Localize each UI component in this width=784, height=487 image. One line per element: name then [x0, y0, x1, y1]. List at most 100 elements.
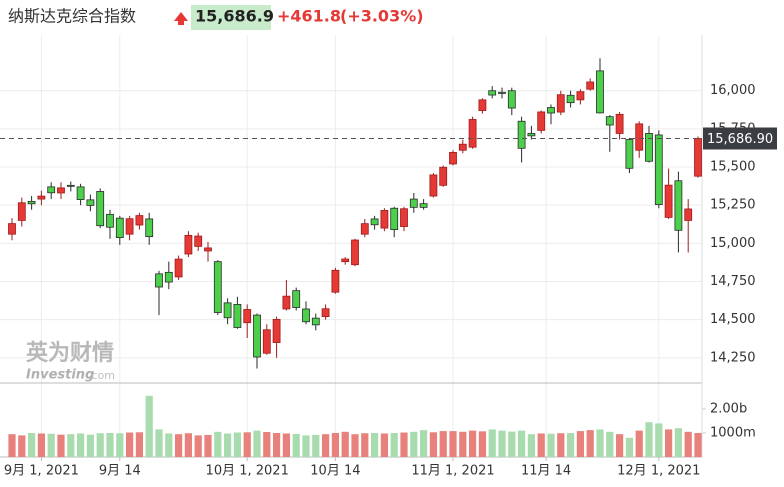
y-tick-label: 15,250: [710, 198, 756, 213]
candle-body: [645, 133, 653, 162]
header-change-percent: (+3.03%): [340, 7, 424, 26]
candle-body: [223, 302, 232, 319]
candle-body: [498, 91, 506, 94]
candle-body: [684, 208, 693, 221]
volume-bar: [116, 433, 124, 457]
candle-body: [311, 317, 320, 326]
header-price: 15,686.9: [195, 7, 274, 26]
candle-body: [155, 273, 163, 288]
candle-body: [596, 70, 604, 114]
candle-body: [66, 184, 75, 187]
volume-bar: [175, 434, 183, 457]
volume-bar: [341, 431, 349, 457]
candle-body: [115, 217, 124, 238]
y-tick-label: 14,500: [710, 312, 756, 327]
volume-bar: [567, 433, 575, 457]
volume-bar: [57, 434, 65, 457]
candle-body: [341, 258, 350, 263]
last-price-box: [703, 127, 777, 150]
volume-bar: [106, 433, 114, 457]
volume-bar: [331, 433, 339, 457]
volume-bar: [135, 432, 143, 457]
volume-bar: [606, 431, 614, 457]
volume-bar: [224, 433, 232, 457]
volume-bar: [527, 434, 535, 457]
volume-bar: [498, 430, 506, 457]
y-tick-label: 15,000: [710, 236, 756, 251]
candle-body: [380, 210, 389, 229]
candle-body: [439, 166, 448, 186]
volume-bar: [488, 429, 496, 457]
candle-body: [8, 223, 16, 235]
candle-body: [400, 208, 408, 227]
volume-bar: [371, 433, 379, 457]
candle-body: [488, 90, 497, 96]
y-tick-label: 14,750: [710, 274, 756, 289]
volume-bar: [449, 431, 457, 457]
candle-body: [184, 234, 193, 255]
candle-body: [96, 191, 105, 227]
candle-body: [272, 318, 281, 343]
volume-bar: [86, 434, 94, 457]
volume-bar: [165, 433, 173, 457]
candle-body: [57, 187, 65, 194]
candle-body: [351, 239, 359, 266]
volume-bar: [322, 434, 330, 457]
volume-bar: [96, 433, 104, 457]
volume-bar: [126, 432, 134, 457]
volume-bar: [390, 433, 398, 457]
volume-bar: [380, 433, 388, 457]
volume-bar: [420, 430, 428, 457]
volume-tick-label: 2.00b: [710, 402, 747, 417]
candle-body: [125, 218, 134, 235]
candle-body: [321, 308, 330, 318]
volume-bar: [204, 434, 212, 457]
candle-body: [556, 94, 565, 113]
volume-bar: [557, 433, 565, 457]
x-tick-label: 10月 1, 2021: [206, 464, 289, 479]
candle-body: [674, 180, 683, 231]
candle-body: [233, 303, 242, 328]
candle-body: [135, 215, 144, 226]
volume-bar: [214, 431, 222, 457]
volume-bar: [439, 431, 447, 457]
volume-bar: [616, 434, 624, 457]
volume-bar: [184, 433, 192, 457]
candle-body: [302, 308, 310, 323]
volume-bar: [194, 435, 202, 457]
volume-bar: [18, 435, 26, 457]
candle-body: [664, 184, 673, 218]
volume-bar: [469, 430, 477, 457]
volume-bar: [674, 428, 682, 457]
candle-body: [390, 207, 399, 230]
candle-body: [654, 134, 663, 205]
volume-bar: [47, 433, 55, 457]
volume-bar: [28, 433, 36, 457]
watermark: 英为财情: [26, 340, 114, 366]
up-arrow: [174, 12, 188, 25]
candle-body: [106, 213, 114, 228]
volume-bar: [302, 435, 310, 457]
x-tick-label: 9月 1, 2021: [4, 464, 79, 479]
volume-bar: [155, 429, 163, 457]
chart-title: 纳斯达克综合指数: [8, 7, 136, 26]
candle-body: [282, 295, 291, 310]
watermark: .com: [88, 369, 115, 382]
volume-bar: [596, 429, 604, 457]
plot: 14,25014,50014,75015,00015,25015,50015,7…: [0, 35, 777, 479]
y-tick-label: 15,500: [710, 160, 756, 175]
volume-bar: [400, 432, 408, 457]
candle-body: [605, 116, 614, 126]
candle-body: [458, 143, 467, 151]
candle-body: [468, 119, 477, 148]
volume-bar: [253, 430, 261, 457]
volume-bar: [576, 431, 584, 457]
volume-bar: [263, 432, 271, 457]
volume-bar: [282, 433, 290, 457]
last-price-label: 15,686.90: [707, 132, 773, 147]
candle-body: [507, 90, 516, 109]
candle-body: [419, 203, 428, 208]
candle-body: [213, 261, 222, 313]
